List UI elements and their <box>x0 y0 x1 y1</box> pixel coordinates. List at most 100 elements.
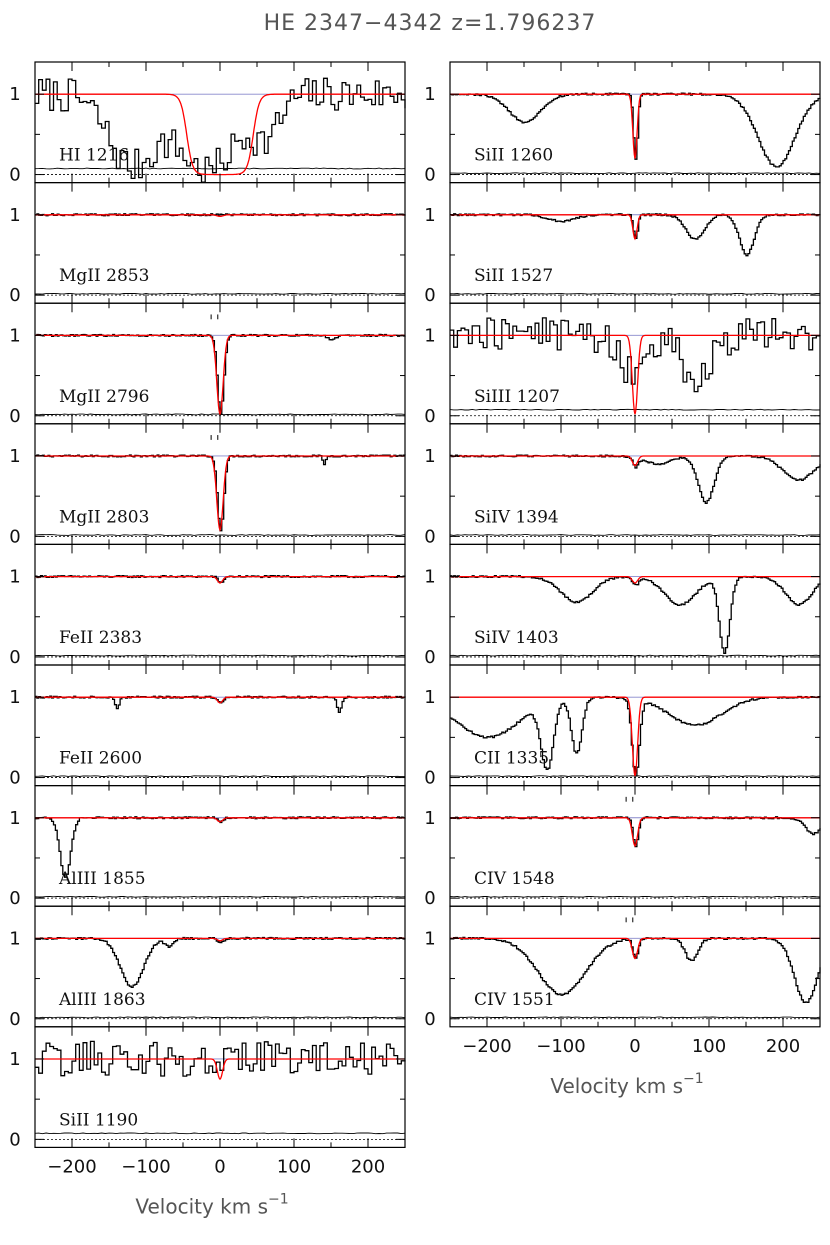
x-tick-label: −200 <box>462 1036 511 1057</box>
y-tick-label: 1 <box>424 808 435 829</box>
y-tick-label: 0 <box>9 888 20 909</box>
y-tick-label: 0 <box>9 406 20 427</box>
error-spectrum <box>449 408 821 411</box>
x-axis-title-superscript: −1 <box>268 1191 289 1207</box>
y-tick-label: 1 <box>9 84 20 105</box>
x-tick-label: −100 <box>121 1156 170 1177</box>
error-spectrum <box>450 172 821 175</box>
error-spectrum <box>34 1132 406 1135</box>
observed-spectrum <box>450 816 821 848</box>
observed-spectrum <box>450 454 821 505</box>
error-spectrum <box>449 1016 821 1019</box>
model-fit <box>35 575 405 584</box>
transition-label: SiIV 1403 <box>474 628 559 648</box>
error-spectrum <box>34 775 405 778</box>
transition-label: SiIII 1207 <box>474 387 560 407</box>
y-tick-label: 1 <box>9 567 20 588</box>
error-spectrum <box>34 895 406 898</box>
y-tick-label: 0 <box>9 768 20 789</box>
y-tick-label: 1 <box>9 205 20 226</box>
spectrum-panel: 0 1 SiII 1260 <box>424 61 821 186</box>
observed-spectrum <box>450 695 821 777</box>
transition-label: MgII 2796 <box>59 387 149 407</box>
model-fit <box>450 214 820 241</box>
transition-label: CII 1335 <box>474 749 549 769</box>
error-spectrum <box>449 895 821 898</box>
x-tick-label: 100 <box>277 1156 311 1177</box>
transition-label: CIV 1548 <box>474 869 555 889</box>
error-spectrum <box>449 534 821 536</box>
y-tick-label: 0 <box>9 526 20 547</box>
y-tick-label: 1 <box>9 325 20 346</box>
transition-label: CIV 1551 <box>474 990 555 1010</box>
x-tick-label: 200 <box>351 1156 385 1177</box>
error-spectrum <box>34 534 406 536</box>
error-spectrum <box>34 654 406 657</box>
figure-title: HE 2347−4342 z=1.796237 <box>264 11 597 36</box>
x-axis-title-superscript: −1 <box>683 1071 704 1087</box>
x-tick-label: 0 <box>629 1036 640 1057</box>
x-axis-title: Velocity km s−1 <box>550 1071 703 1098</box>
y-tick-label: 0 <box>424 888 435 909</box>
spectrum-panel: 0 1 HI 1216 <box>9 61 406 186</box>
transition-label: SiII 1190 <box>59 1110 138 1130</box>
y-tick-label: 0 <box>9 285 20 306</box>
y-tick-label: 1 <box>424 687 435 708</box>
x-tick-label: −200 <box>47 1156 96 1177</box>
spectrum-panel: 0 1 AlIII 1863 <box>9 905 406 1030</box>
y-tick-label: 1 <box>424 325 435 346</box>
x-axis-title-text: Velocity km s <box>135 1194 268 1218</box>
model-fit <box>450 937 820 960</box>
spectrum-panel: 0 1 CII 1335 <box>424 664 821 789</box>
observed-spectrum <box>35 936 406 988</box>
y-tick-label: 0 <box>424 526 435 547</box>
y-tick-label: 1 <box>424 84 435 105</box>
spectrum-panel: 0 1 FeII 2383 <box>9 543 406 668</box>
error-spectrum <box>449 292 821 295</box>
spectrum-panel: 0 1 SiIV 1403 <box>424 543 821 668</box>
model-fit <box>450 696 820 777</box>
y-tick-label: 1 <box>9 446 20 467</box>
transition-label: FeII 2600 <box>59 749 142 769</box>
spectrum-panel: 0 1 SiII 1190 −200 −100 0 100 200 Velocity km s−… <box>9 1026 406 1218</box>
observed-spectrum <box>450 317 821 393</box>
y-tick-label: 1 <box>424 928 435 949</box>
y-tick-label: 0 <box>424 647 435 668</box>
y-tick-label: 1 <box>9 928 20 949</box>
y-tick-label: 0 <box>9 1009 20 1030</box>
y-tick-label: 1 <box>9 687 20 708</box>
y-tick-label: 1 <box>424 446 435 467</box>
spectrum-panel: 0 1 MgII 2796 <box>9 302 406 427</box>
model-fit <box>450 455 820 467</box>
y-tick-label: 0 <box>9 647 20 668</box>
spectrum-panel: 0 1 CIV 1548 <box>424 784 821 909</box>
transition-label: SiII 1260 <box>474 146 553 166</box>
transition-label: MgII 2853 <box>59 266 149 286</box>
y-tick-label: 1 <box>424 205 435 226</box>
spectrum-panel: 0 1 FeII 2600 <box>9 664 406 789</box>
model-fit <box>450 575 820 584</box>
model-fit <box>450 334 820 415</box>
y-tick-label: 0 <box>424 1009 435 1030</box>
transition-label: SiII 1527 <box>474 266 553 286</box>
model-fit <box>35 334 405 417</box>
spectrum-panel: 0 1 MgII 2803 <box>9 423 406 547</box>
observed-spectrum <box>35 816 406 878</box>
transition-label: SiIV 1394 <box>474 507 559 527</box>
model-fit <box>35 937 405 942</box>
model-fit <box>450 93 820 159</box>
transition-label: AlIII 1863 <box>58 990 146 1010</box>
transition-label: HI 1216 <box>59 146 129 166</box>
observed-spectrum <box>35 695 406 714</box>
spectrum-panel: 0 1 SiIII 1207 <box>424 302 821 427</box>
observed-spectrum <box>35 77 406 183</box>
velocity-panels: 0 1 HI 1216 0 1 MgII 2853 0 1 MgII 2796 0 1 MgII 28… <box>9 61 821 1218</box>
y-tick-label: 0 <box>424 285 435 306</box>
x-tick-label: 100 <box>692 1036 726 1057</box>
model-fit <box>35 455 405 532</box>
y-tick-label: 1 <box>424 567 435 588</box>
y-tick-label: 0 <box>424 406 435 427</box>
y-tick-label: 0 <box>424 165 435 186</box>
transition-label: AlIII 1855 <box>58 869 146 889</box>
